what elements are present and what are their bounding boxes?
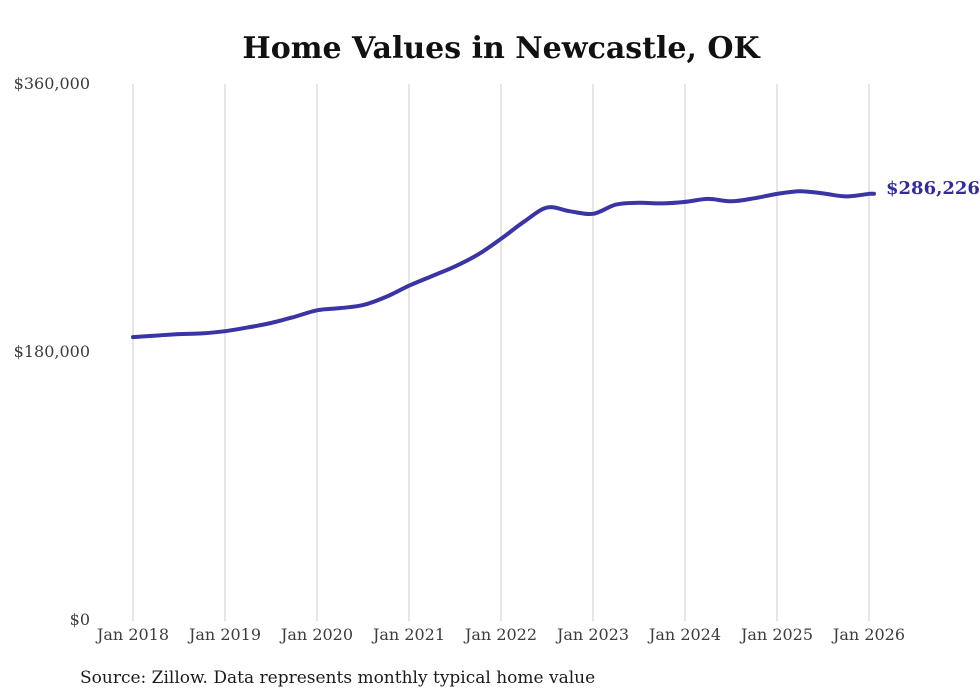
x-axis-tick-jan-2024: Jan 2024 (648, 625, 722, 644)
x-axis-tick-jan-2021: Jan 2021 (372, 625, 446, 644)
x-axis-tick-jan-2020: Jan 2020 (280, 625, 354, 644)
y-axis-tick-360000: $360,000 (13, 74, 90, 93)
x-axis-tick-jan-2025: Jan 2025 (740, 625, 814, 644)
x-axis-tick-jan-2019: Jan 2019 (188, 625, 262, 644)
current-value-label: $286,226 (886, 178, 980, 199)
chart-title: Home Values in Newcastle, OK (242, 31, 760, 66)
x-axis-tick-jan-2022: Jan 2022 (464, 625, 538, 644)
y-axis-tick-0: $0 (69, 610, 90, 629)
x-axis-tick-jan-2018: Jan 2018 (96, 625, 170, 644)
y-axis-tick-180000: $180,000 (13, 342, 90, 361)
x-axis-tick-jan-2026: Jan 2026 (832, 625, 906, 644)
source-note: Source: Zillow. Data represents monthly … (80, 668, 596, 688)
home-value-line (131, 189, 876, 340)
x-axis-tick-jan-2023: Jan 2023 (556, 625, 630, 644)
vertical-gridlines (132, 84, 870, 621)
